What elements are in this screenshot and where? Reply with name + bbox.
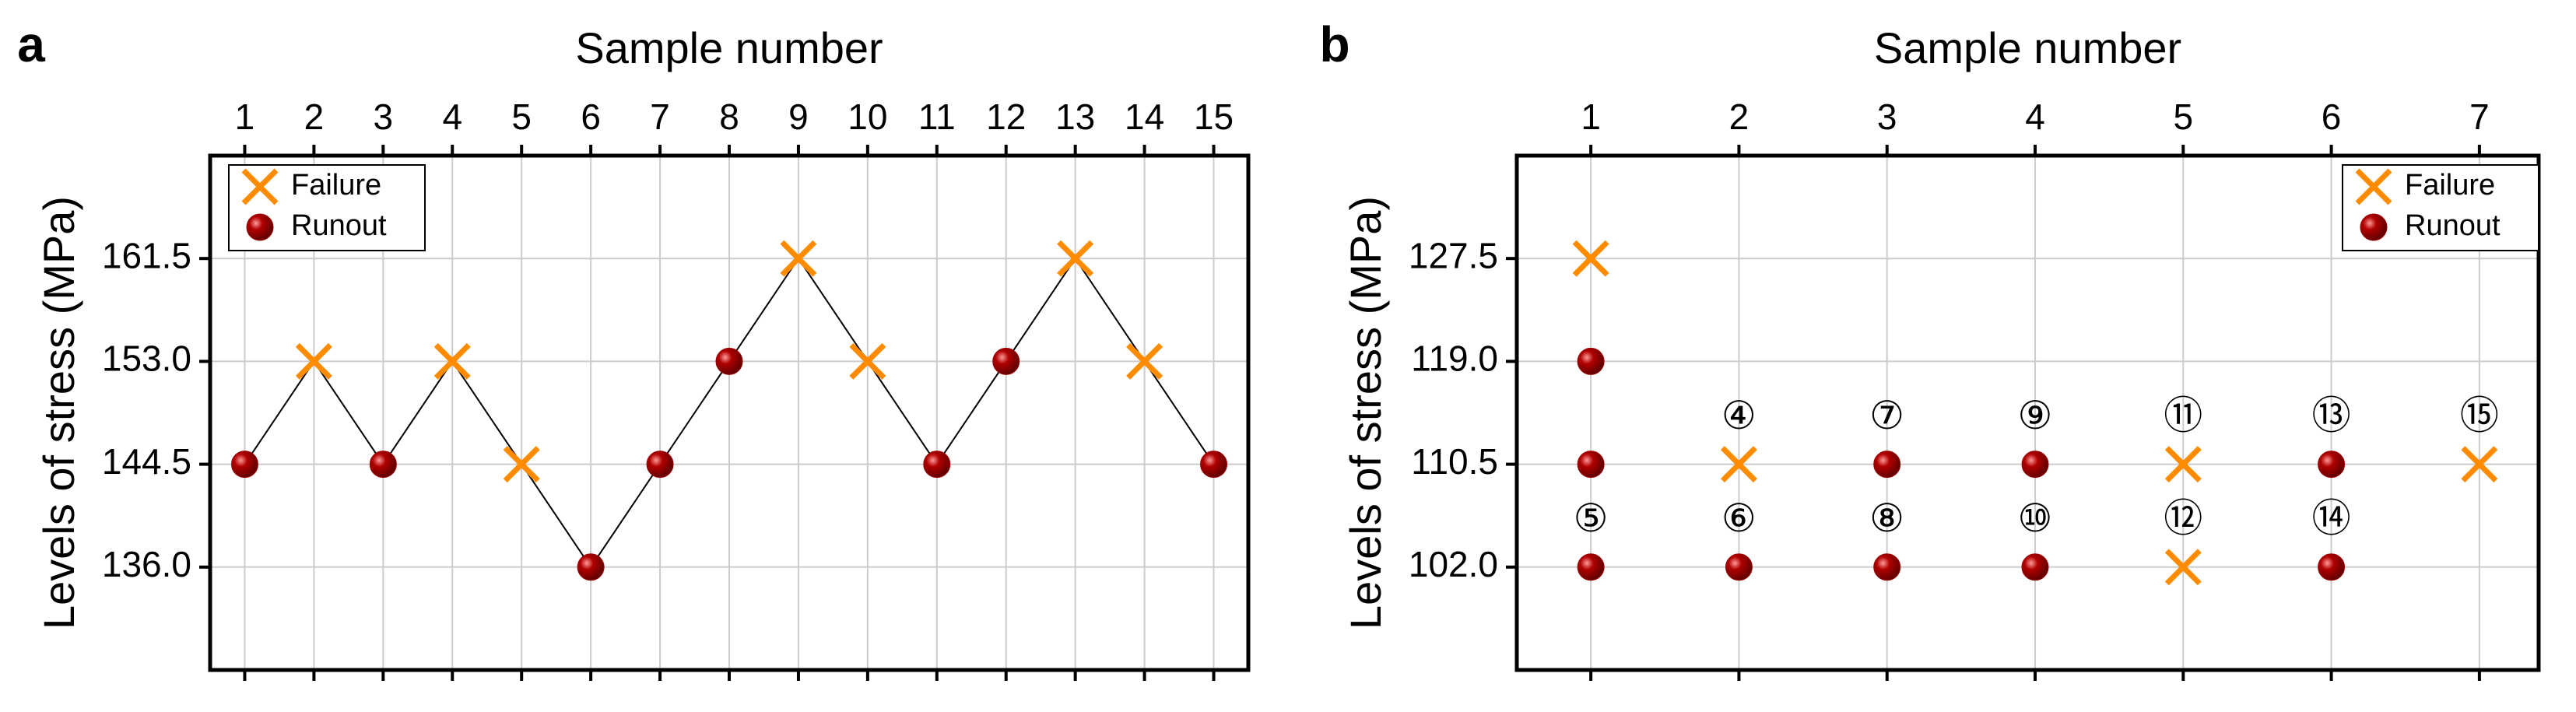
- annotation: ⑤: [1574, 496, 1609, 541]
- annotation: ⑮: [2460, 393, 2499, 438]
- legend-marker: [2355, 168, 2392, 205]
- x-tick-label: 4: [2025, 96, 2045, 137]
- legend-label: Runout: [291, 209, 387, 242]
- x-tick-label: 4: [442, 96, 462, 137]
- annotation: ⑧: [1869, 496, 1904, 541]
- x-tick-label: 12: [986, 96, 1026, 137]
- panel-label: b: [1319, 16, 1349, 72]
- y-tick-label: 144.5: [102, 441, 191, 482]
- runout-marker: [1200, 451, 1228, 479]
- panel: 1 2 3 4 5 6 7 8 9 10 11 12 13 14 15136.0144.5153.0161.…: [17, 16, 1251, 681]
- runout-marker: [992, 347, 1020, 375]
- runout-marker: [1577, 553, 1605, 581]
- y-axis-title: Levels of stress (MPa): [1341, 196, 1390, 630]
- annotation: ⑬: [2312, 393, 2351, 438]
- y-tick-label: 102.0: [1409, 544, 1498, 584]
- y-tick-label: 136.0: [102, 544, 191, 584]
- x-axis-title: Sample number: [1874, 23, 2181, 72]
- x-axis-title: Sample number: [575, 23, 883, 72]
- y-axis-title: Levels of stress (MPa): [34, 196, 83, 630]
- x-tick-label: 7: [2469, 96, 2490, 137]
- failure-marker: [1057, 240, 1094, 277]
- annotation: ⑪: [2164, 393, 2202, 438]
- annotation: ④: [1721, 393, 1757, 438]
- runout-marker: [1577, 451, 1605, 479]
- runout-marker: [2318, 451, 2346, 479]
- x-tick-label: 2: [304, 96, 325, 137]
- annotation: ⑥: [1721, 496, 1757, 541]
- x-tick-label: 9: [788, 96, 809, 137]
- x-tick-label: 3: [374, 96, 394, 137]
- y-tick-label: 161.5: [102, 235, 191, 275]
- annotation: ⑦: [1869, 393, 1904, 438]
- annotation: ⑭: [2312, 496, 2351, 541]
- failure-marker: [503, 446, 540, 483]
- legend-marker: [2360, 213, 2388, 241]
- x-tick-label: 1: [235, 96, 255, 137]
- failure-marker: [780, 240, 817, 277]
- y-tick-label: 119.0: [1411, 338, 1498, 379]
- failure-marker: [433, 342, 471, 380]
- runout-marker: [646, 451, 674, 479]
- annotation: ⑩: [2018, 496, 2053, 541]
- runout-marker: [715, 347, 743, 375]
- panel-label: a: [17, 16, 45, 72]
- runout-marker: [2318, 553, 2346, 581]
- panel: 1 2 3 4 5 6 7 102.0 110.5 119.0 127.5 Sample number…: [1319, 16, 2541, 681]
- runout-marker: [2021, 553, 2049, 581]
- failure-marker: [1126, 342, 1163, 380]
- legend-label: Failure: [2405, 169, 2495, 202]
- x-tick-label: 15: [1194, 96, 1234, 137]
- annotation: ⑫: [2164, 496, 2202, 541]
- runout-marker: [230, 451, 258, 479]
- failure-marker: [295, 342, 332, 380]
- runout-marker: [1873, 553, 1901, 581]
- x-tick-label: 14: [1125, 96, 1164, 137]
- x-tick-label: 11: [918, 96, 956, 137]
- x-tick-label: 6: [581, 96, 601, 137]
- failure-marker: [2164, 549, 2202, 586]
- runout-marker: [1577, 347, 1605, 375]
- y-tick-label: 110.5: [1411, 441, 1498, 482]
- x-tick-label: 2: [1729, 96, 1750, 137]
- failure-marker: [2164, 446, 2202, 483]
- legend-marker: [246, 213, 274, 241]
- legend-label: Failure: [291, 169, 381, 202]
- plot-frame: [208, 153, 1251, 672]
- x-tick-label: 13: [1055, 96, 1095, 137]
- x-tick-label: 7: [650, 96, 670, 137]
- x-tick-label: 5: [511, 96, 532, 137]
- x-tick-label: 5: [2174, 96, 2194, 137]
- runout-marker: [369, 451, 397, 479]
- x-tick-label: 1: [1581, 96, 1601, 137]
- failure-marker: [1720, 446, 1757, 483]
- runout-marker: [1725, 553, 1753, 581]
- annotation: ⑨: [2018, 393, 2053, 438]
- failure-marker: [849, 342, 886, 380]
- runout-marker: [923, 451, 951, 479]
- x-tick-label: 8: [719, 96, 739, 137]
- y-tick-label: 127.5: [1409, 235, 1498, 275]
- legend-marker: [241, 168, 279, 205]
- failure-marker: [2461, 446, 2498, 483]
- plot-frame: [1514, 153, 2541, 672]
- x-tick-label: 6: [2322, 96, 2342, 137]
- runout-marker: [577, 553, 605, 581]
- runout-marker: [1873, 451, 1901, 479]
- legend-label: Runout: [2405, 209, 2501, 242]
- failure-marker: [1572, 240, 1609, 277]
- runout-marker: [2021, 451, 2049, 479]
- y-tick-label: 153.0: [102, 338, 191, 379]
- x-tick-label: 10: [848, 96, 887, 137]
- x-tick-label: 3: [1877, 96, 1897, 137]
